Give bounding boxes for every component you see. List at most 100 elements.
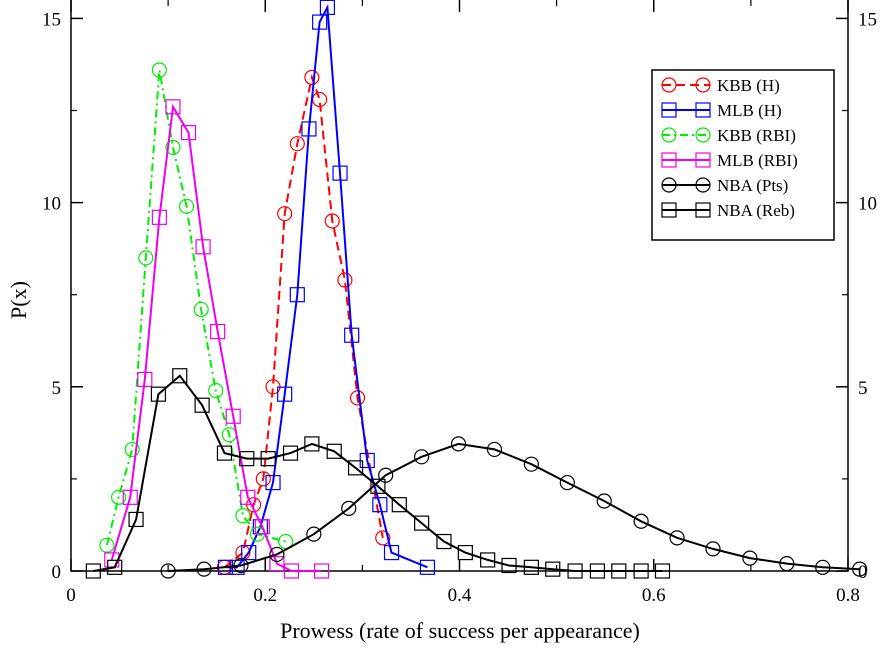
x-tick-label: 0.2 — [253, 585, 277, 606]
data-point — [414, 515, 430, 531]
y-axis-title: P(x) — [6, 281, 31, 319]
data-point — [633, 563, 649, 579]
legend-item: KBB (H) — [661, 76, 780, 95]
data-point — [375, 530, 391, 546]
data-point — [99, 537, 115, 553]
series-line — [110, 103, 322, 572]
data-point — [567, 563, 583, 579]
data-point — [669, 530, 685, 546]
data-point — [596, 493, 612, 509]
legend-marker — [661, 202, 677, 218]
data-point — [480, 552, 496, 568]
data-point — [208, 382, 224, 399]
y-right-tick-label: 5 — [858, 378, 868, 399]
legend-marker — [695, 152, 711, 168]
data-point — [255, 471, 271, 487]
data-point — [545, 561, 561, 577]
y-left-tick-label: 15 — [42, 9, 61, 30]
x-axis-title: Prowess (rate of success per appearance) — [280, 618, 640, 643]
data-point — [654, 563, 671, 579]
legend-box — [651, 69, 835, 241]
data-point — [306, 526, 322, 542]
data-point — [414, 449, 430, 465]
y-left-tick-label: 5 — [52, 378, 62, 399]
legend-marker — [695, 127, 711, 143]
legend-marker — [661, 127, 677, 143]
data-point — [450, 436, 467, 452]
series-0 — [216, 69, 391, 575]
y-left-tick-label: 0 — [52, 562, 62, 583]
legend: KBB (H) MLB (H) KBB (RBI) MLB (RBI) NBA (Pts… — [651, 69, 835, 241]
data-point — [304, 436, 320, 452]
x-tick-label: 0.6 — [642, 585, 666, 606]
series-group — [85, 0, 868, 579]
series-line — [105, 69, 286, 546]
series-line — [225, 3, 428, 569]
data-point — [194, 397, 210, 413]
data-point — [254, 519, 270, 535]
data-point — [347, 460, 364, 476]
legend-marker — [661, 177, 677, 193]
data-point — [124, 441, 140, 458]
legend-label: KBB (RBI) — [717, 126, 796, 145]
legend-item: MLB (RBI) — [661, 151, 798, 170]
data-point — [151, 209, 167, 225]
data-point — [225, 408, 241, 424]
data-point — [193, 301, 209, 318]
data-point — [349, 390, 366, 406]
data-point — [419, 559, 436, 575]
data-point — [378, 467, 394, 483]
data-point — [282, 445, 299, 461]
data-point — [705, 541, 721, 557]
data-point — [180, 125, 197, 141]
data-point — [195, 239, 211, 255]
data-point — [589, 563, 606, 579]
data-point — [137, 371, 153, 388]
series-2 — [99, 62, 294, 553]
y-right-tick-label: 15 — [858, 9, 877, 30]
y-right-tick-label: 0 — [858, 562, 868, 583]
data-point — [85, 563, 101, 579]
data-point — [160, 563, 176, 579]
series-5 — [85, 368, 671, 579]
legend-marker — [695, 77, 711, 93]
data-point — [337, 272, 353, 288]
data-point — [372, 497, 388, 513]
data-point — [240, 489, 256, 505]
data-point — [523, 559, 539, 575]
data-point — [319, 0, 336, 15]
data-point — [312, 14, 328, 30]
legend-label: MLB (H) — [717, 101, 782, 120]
series-4 — [160, 436, 868, 579]
legend-label: NBA (Reb) — [717, 201, 795, 220]
data-point — [301, 121, 317, 137]
data-point — [178, 198, 195, 214]
data-point — [165, 139, 181, 155]
data-point — [289, 287, 305, 303]
legend-marker — [695, 177, 711, 193]
data-point — [341, 500, 357, 516]
data-point — [235, 508, 251, 524]
data-point — [523, 456, 539, 472]
legend-marker — [661, 102, 677, 118]
x-tick-label: 0 — [66, 585, 76, 606]
data-point — [122, 489, 138, 505]
data-point — [151, 62, 167, 78]
data-point — [436, 533, 452, 550]
data-point — [370, 478, 386, 494]
data-point — [486, 441, 503, 458]
data-point — [138, 250, 154, 266]
legend-marker — [695, 102, 711, 118]
legend-marker — [661, 77, 677, 93]
data-point — [324, 213, 340, 229]
data-point — [332, 165, 348, 181]
data-point — [277, 386, 293, 402]
data-point — [265, 474, 281, 491]
data-point — [172, 368, 188, 384]
data-point — [107, 559, 123, 575]
data-point — [457, 544, 473, 561]
legend-item: NBA (Reb) — [661, 201, 795, 220]
y-left-tick-label: 10 — [42, 194, 61, 215]
data-point — [304, 69, 320, 85]
